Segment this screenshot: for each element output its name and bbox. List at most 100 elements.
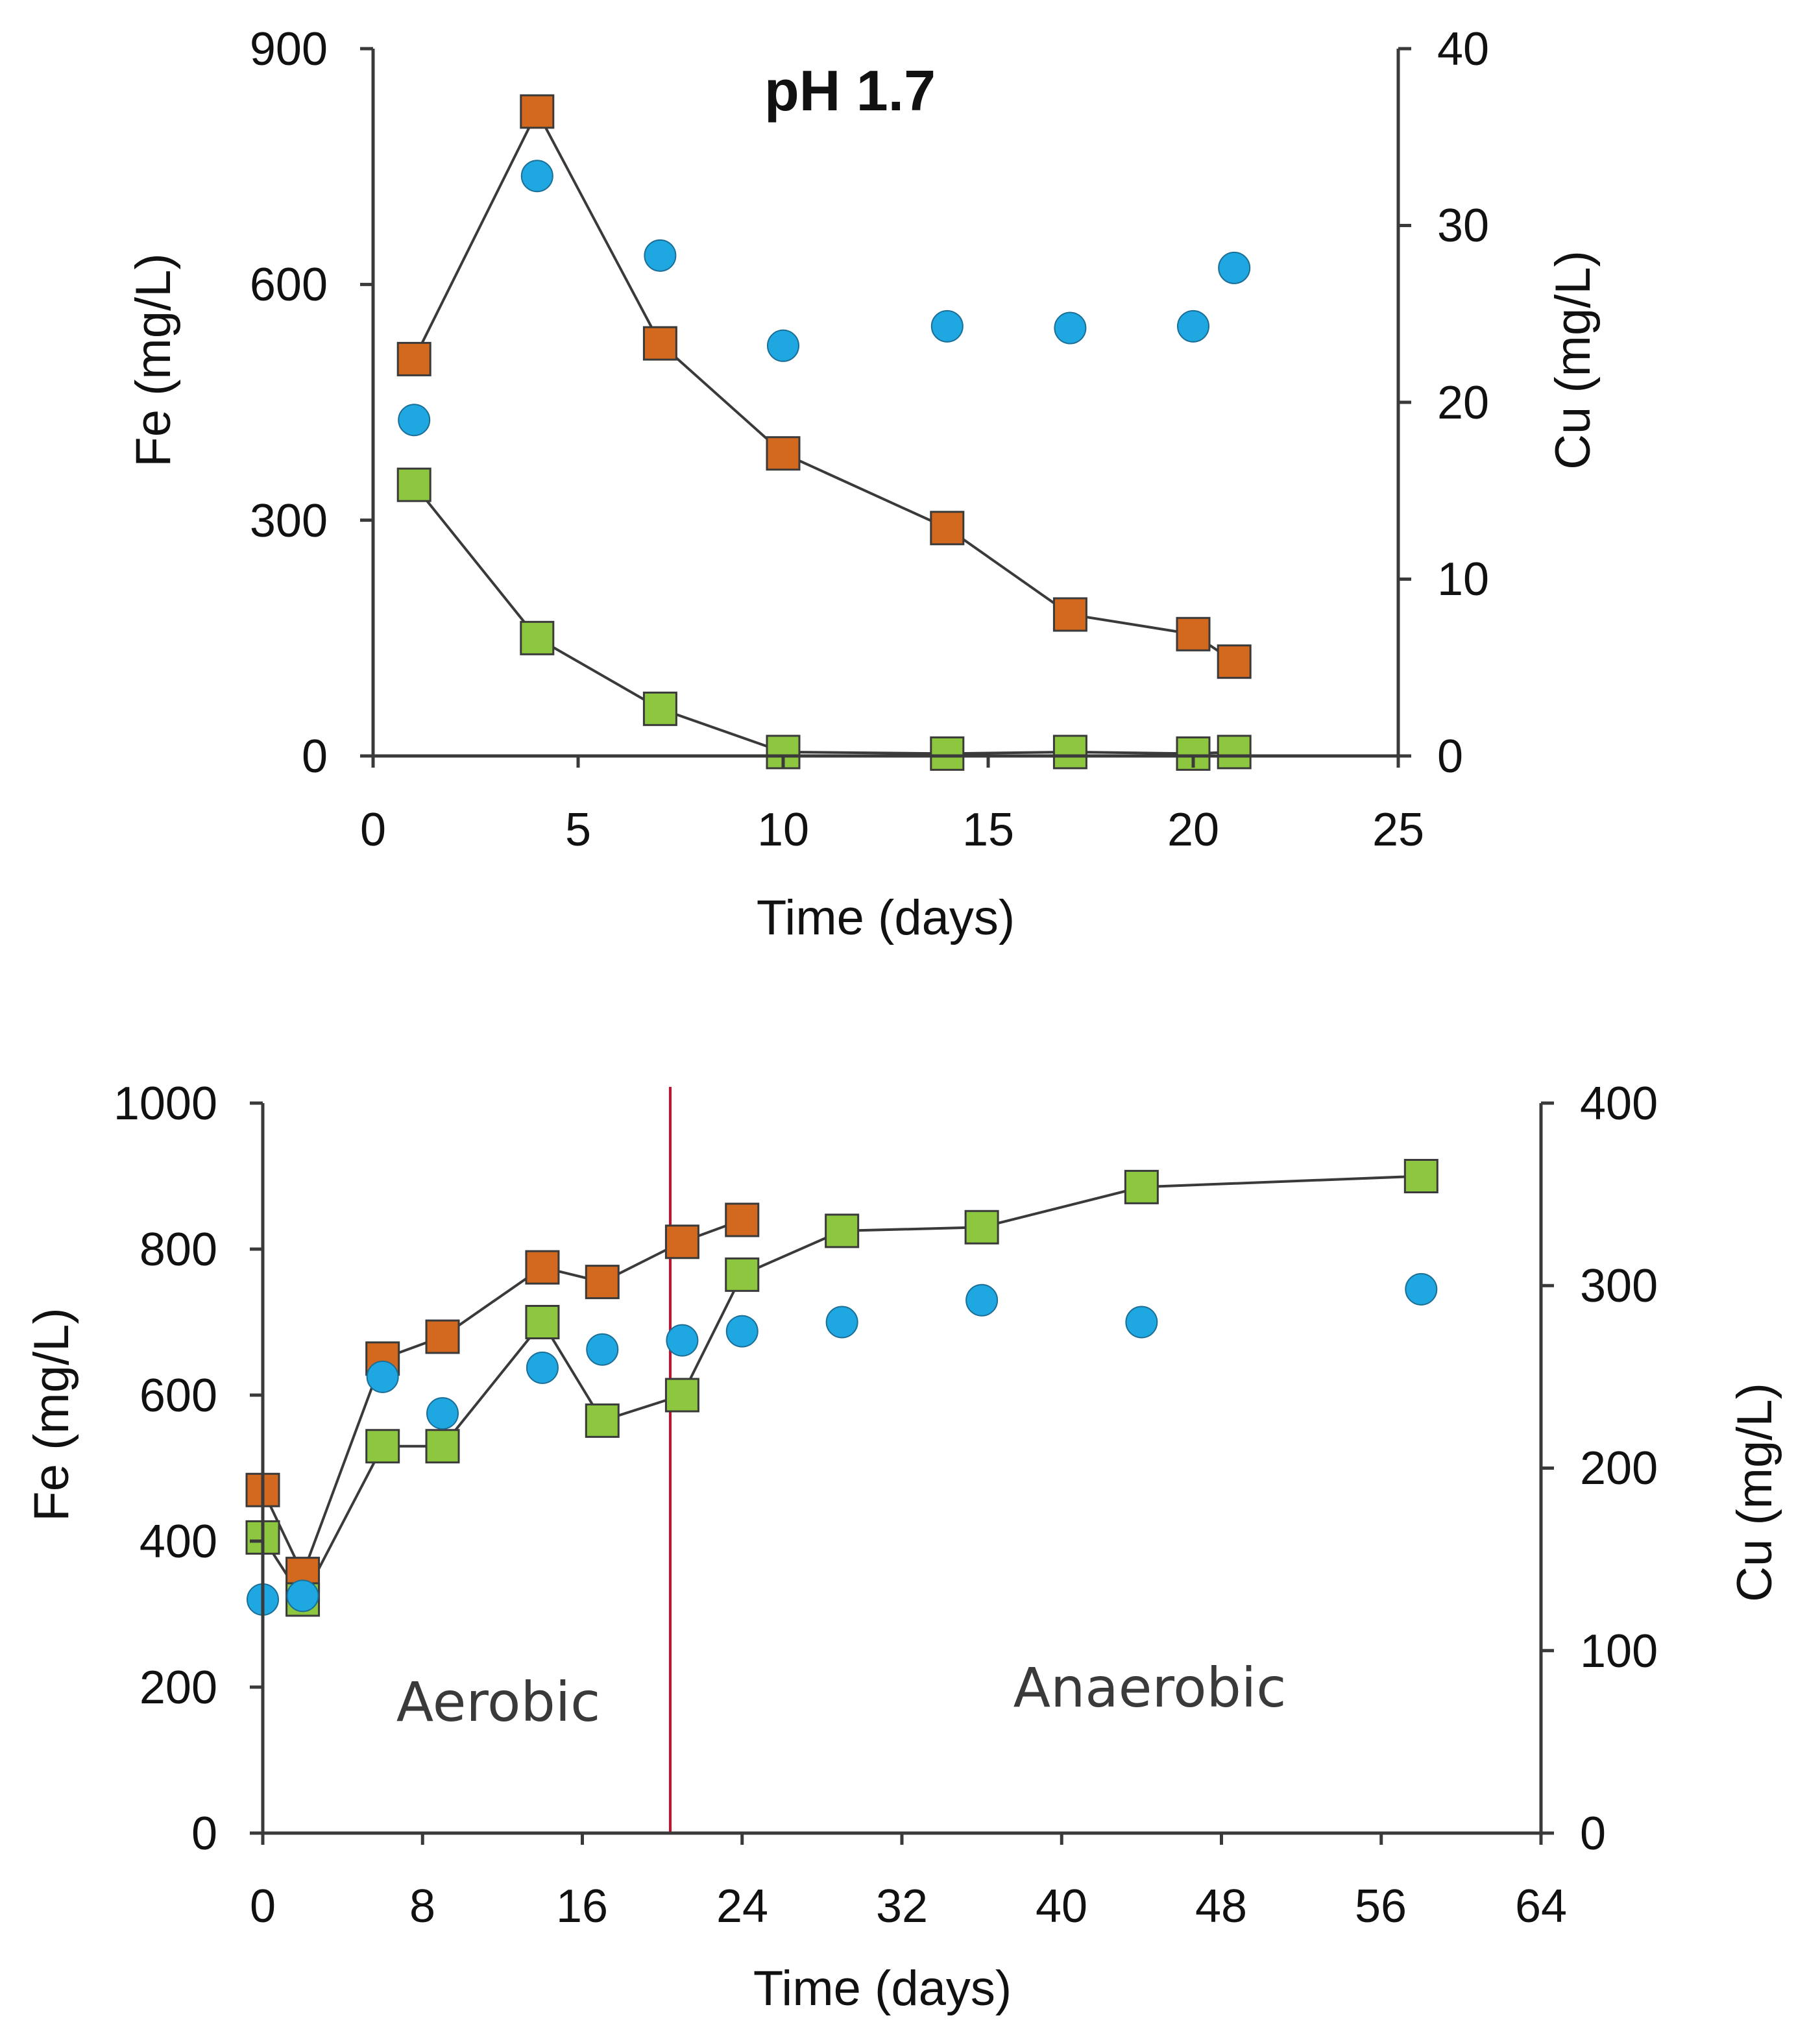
chart-1-cu-point (767, 329, 799, 362)
chart-1-x-axis-title: Time (days) (757, 890, 1015, 945)
chart-2-fe-green-point (425, 1429, 460, 1464)
chart-1-fe-green-point (930, 736, 965, 771)
chart-2-cu-point (965, 1284, 999, 1317)
chart-2-x-tick: 56 (1355, 1880, 1407, 1932)
chart-1-cu-point (644, 239, 677, 272)
chart-1-series-lines (413, 108, 1235, 755)
chart-2-cu-point (1405, 1272, 1438, 1306)
chart-2-cu-point (366, 1360, 399, 1393)
chart-1-fe-green-point (642, 691, 677, 726)
chart-2-fe-green-point (525, 1305, 560, 1339)
chart-2-y-tick: 400 (140, 1516, 217, 1568)
chart-2-ticks (250, 1101, 1554, 1845)
chart-1-y2-tick: 0 (1437, 731, 1463, 783)
chart-1-cu-point (1218, 251, 1251, 284)
chart-1-fe-green-point (520, 620, 555, 655)
chart-1-fe-orange-point (930, 511, 965, 546)
chart-1-fe-orange-point (1052, 597, 1087, 632)
chart-1-fe-orange-point (520, 94, 555, 129)
chart-2-x-tick: 24 (716, 1880, 768, 1932)
chart-2-fe-green-point (1403, 1159, 1438, 1193)
anaerobic-label: Anaerobic (1013, 1656, 1287, 1720)
chart-1-y-tick: 0 (302, 731, 328, 783)
chart-1-fe-orange-point (1217, 644, 1252, 679)
chart-1-markers (396, 94, 1252, 771)
chart-1-x-tick: 5 (565, 804, 591, 856)
chart-1-fe-green-point (1217, 735, 1252, 770)
chart-1-cu-point (1054, 311, 1087, 345)
chart-2-y-tick: 1000 (114, 1078, 217, 1130)
chart-2-x-tick: 16 (556, 1880, 608, 1932)
chart-2-y2-tick: 200 (1580, 1442, 1658, 1494)
chart-2: Aerobic Anaerobic 0 8 16 24 32 40 48 56 … (24, 1078, 1782, 2016)
chart-1-y2-tick: 30 (1437, 200, 1489, 252)
chart-1-y2-tick: 20 (1437, 377, 1489, 429)
chart-1-cu-point (398, 404, 431, 437)
chart-1-x-tick: 20 (1167, 804, 1219, 856)
chart-2-fe-orange-point (725, 1202, 760, 1237)
chart-1-cu-point (520, 160, 553, 193)
chart-2-cu-point (526, 1351, 559, 1384)
chart-2-y2-tick: 400 (1580, 1078, 1658, 1130)
chart-2-x-axis-title: Time (days) (753, 1961, 1012, 2016)
chart-2-fe-green-point (825, 1213, 860, 1248)
chart-2-fe-orange-point (664, 1224, 699, 1259)
chart-1-y2-axis-title: Cu (mg/L) (1546, 250, 1601, 470)
chart-2-fe-green-point (585, 1403, 620, 1438)
chart-1-y-axis-title: Fe (mg/L) (126, 253, 181, 467)
chart-2-y2-tick: 0 (1580, 1808, 1606, 1860)
chart-2-y-axis-title: Fe (mg/L) (24, 1308, 79, 1521)
chart-2-cu-point (666, 1324, 699, 1357)
chart-2-x-tick: 8 (409, 1880, 435, 1932)
chart-2-y-tick: 800 (140, 1224, 217, 1276)
chart-1-fe-orange-point (396, 341, 431, 376)
chart-2-y-tick: 0 (191, 1808, 217, 1860)
chart-1-ticks (360, 47, 1411, 768)
chart-1-fe-orange-point (766, 436, 801, 471)
chart-2-fe-orange-point (525, 1250, 560, 1285)
chart-2-x-tick: 0 (250, 1880, 276, 1932)
chart-1-title: pH 1.7 (764, 58, 936, 123)
chart-1-fe-orange-line (413, 108, 1235, 663)
chart-1-y2-tick: 40 (1437, 23, 1489, 75)
chart-2-y-tick: 200 (140, 1662, 217, 1714)
chart-2-fe-green-point (964, 1210, 999, 1245)
chart-2-fe-green-point (1124, 1169, 1159, 1204)
chart-1-x-tick: 10 (757, 804, 809, 856)
chart-2-x-tick: 32 (876, 1880, 928, 1932)
chart-2-markers (245, 1159, 1438, 1617)
chart-1-fe-orange-point (642, 326, 677, 361)
chart-1-fe-green-point (1052, 735, 1087, 770)
chart-1-x-tick: 25 (1372, 804, 1424, 856)
chart-1-fe-green-line (413, 483, 1235, 755)
chart-2-fe-green-point (725, 1257, 760, 1292)
chart-2-y-tick: 600 (140, 1370, 217, 1422)
chart-2-fe-green-point (664, 1378, 699, 1413)
chart-2-fe-green-line (261, 1174, 1422, 1602)
chart-2-cu-point (586, 1333, 619, 1366)
chart-1-cu-point (930, 310, 964, 343)
chart-1-y-tick: 300 (250, 495, 328, 547)
chart-2-fe-orange-point (585, 1265, 620, 1300)
chart-2-x-tick: 48 (1195, 1880, 1247, 1932)
chart-2-cu-point (286, 1579, 319, 1612)
chart-1-fe-orange-point (1176, 616, 1211, 651)
aerobic-label: Aerobic (396, 1670, 601, 1734)
chart-1-fe-green-point (396, 467, 431, 502)
chart-1-cu-point (1177, 310, 1209, 343)
chart-2-cu-point (825, 1306, 858, 1339)
chart-2-cu-point (725, 1315, 758, 1348)
chart-2-fe-orange-point (425, 1319, 460, 1354)
chart-1-y-tick: 900 (250, 23, 328, 75)
chart-2-y2-axis-title: Cu (mg/L) (1727, 1383, 1782, 1602)
chart-2-y2-tick: 100 (1580, 1625, 1658, 1677)
chart-2-cu-point (426, 1397, 459, 1430)
chart-2-y2-tick: 300 (1580, 1260, 1658, 1312)
chart-1-y-tick: 600 (250, 259, 328, 311)
chart-1-x-tick: 15 (962, 804, 1014, 856)
chart-2-fe-green-point (365, 1429, 400, 1464)
chart-1-y2-tick: 10 (1437, 554, 1489, 605)
chart-2-x-tick: 64 (1515, 1880, 1567, 1932)
chart-2-x-tick: 40 (1036, 1880, 1087, 1932)
